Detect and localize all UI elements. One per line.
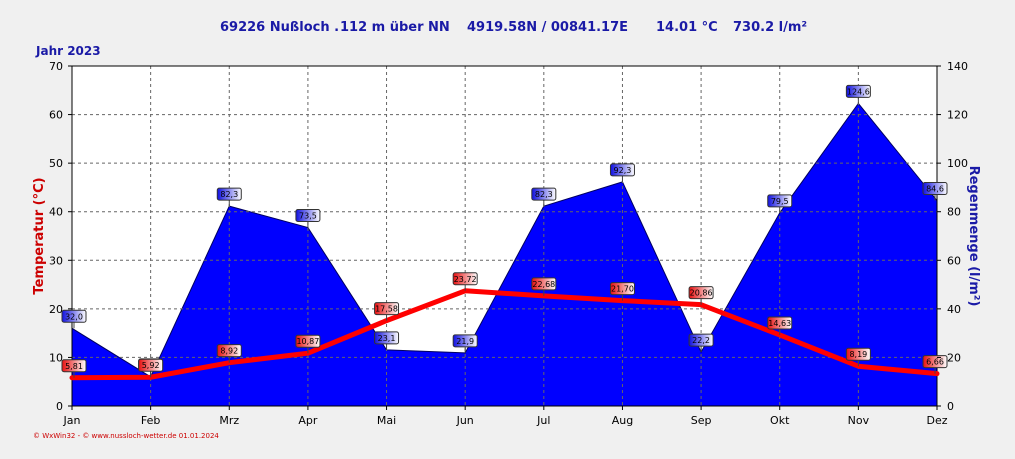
header-coordinates: 4919.58N / 00841.17E (467, 20, 629, 35)
rain-data-label-box (61, 309, 87, 323)
y2-tick-label: 0 (947, 400, 954, 413)
x-tick-label: Jan (63, 414, 81, 427)
temp-data-label: 20,86 (690, 289, 713, 298)
x-tick-label: Sep (691, 414, 712, 427)
y2-tick-label: 40 (947, 303, 961, 316)
y-tick-label: 10 (49, 351, 63, 364)
y-tick-label: 70 (49, 60, 63, 73)
y2-tick-label: 100 (947, 157, 968, 170)
temp-data-label: 8,92 (220, 347, 238, 356)
plot-frame (71, 65, 938, 407)
header-avg-temp: 14.01 °C (656, 20, 718, 35)
temp-data-label-box (767, 316, 793, 330)
rain-data-label-box (531, 187, 557, 201)
rain-data-label-box (922, 182, 948, 196)
y2-tick-label: 60 (947, 254, 961, 267)
y2-tick-label: 80 (947, 206, 961, 219)
rain-data-label-box (216, 187, 242, 201)
temp-data-label: 5,92 (142, 361, 160, 370)
y2-tick-label: 120 (947, 109, 968, 122)
temp-data-label-box (688, 286, 714, 300)
y-tick-label: 50 (49, 157, 63, 170)
x-tick-label: Feb (141, 414, 160, 427)
y-tick-label: 60 (49, 109, 63, 122)
y2-axis-label: Regenmenge (l/m²) (966, 166, 981, 307)
x-tick-label: Apr (298, 414, 318, 427)
rain-data-label: 82,3 (535, 190, 553, 199)
rain-data-label: 92,3 (614, 166, 632, 175)
temp-data-label-box (61, 359, 87, 373)
temp-data-label-box (922, 355, 948, 369)
rain-data-label-box (845, 84, 871, 98)
y-axis-label: Temperatur (°C) (32, 177, 47, 294)
x-tick-label: Jul (536, 414, 550, 427)
temp-data-label-box (845, 347, 871, 361)
x-tick-label: Mrz (219, 414, 239, 427)
x-tick-label: Mai (377, 414, 396, 427)
rain-data-label: 84,6 (926, 185, 944, 194)
temp-data-label: 17,58 (375, 305, 398, 314)
header-total-rain: 730.2 l/m² (733, 20, 808, 35)
footer-copyright: © WxWin32 - © www.nussloch-wetter.de 01.… (33, 432, 219, 440)
header-station: 69226 Nußloch . (220, 20, 340, 35)
y-tick-label: 20 (49, 303, 63, 316)
y2-tick-label: 20 (947, 351, 961, 364)
temp-data-label-box (609, 282, 635, 296)
x-tick-label: Jun (456, 414, 474, 427)
y-tick-label: 40 (49, 206, 63, 219)
temp-data-label-box (531, 277, 557, 291)
rain-data-label-box (767, 194, 793, 208)
rain-data-label-box (452, 334, 478, 348)
temp-data-label-box (138, 358, 164, 372)
y2-tick-label: 140 (947, 60, 968, 73)
rain-data-label: 22,2 (692, 336, 710, 345)
rain-data-label: 124,6 (847, 87, 870, 96)
header-elevation: 112 m über NN (340, 20, 450, 35)
y-tick-label: 0 (56, 400, 63, 413)
year-label: Jahr 2023 (36, 44, 101, 58)
temp-data-label-box (374, 302, 400, 316)
rain-data-label-box (609, 163, 635, 177)
temp-data-label: 10,87 (296, 337, 319, 346)
rain-data-label-box (688, 333, 714, 347)
rain-data-label: 73,5 (299, 212, 317, 221)
temp-data-label: 21,70 (611, 285, 634, 294)
x-tick-label: Nov (848, 414, 870, 427)
temp-data-label: 23,72 (454, 275, 477, 284)
temp-data-label: 14,63 (768, 319, 791, 328)
rain-data-label: 21,9 (456, 337, 474, 346)
rain-data-label: 82,3 (220, 190, 238, 199)
rain-data-label-box (374, 331, 400, 345)
temp-data-label-box (216, 344, 242, 358)
temp-data-label: 6,66 (926, 358, 944, 367)
x-tick-label: Okt (770, 414, 790, 427)
temp-data-label: 22,68 (532, 280, 555, 289)
temp-data-label-box (452, 272, 478, 286)
temp-data-label: 5,81 (65, 362, 83, 371)
x-tick-label: Aug (612, 414, 633, 427)
temp-data-label: 8,19 (849, 350, 867, 359)
temp-data-label-box (295, 334, 321, 348)
rain-data-label-box (295, 209, 321, 222)
x-tick-label: Dez (926, 414, 947, 427)
temperature-line (69, 288, 940, 381)
y-tick-label: 30 (49, 254, 63, 267)
rain-data-label: 79,5 (771, 197, 789, 206)
rain-data-label: 32,0 (65, 312, 83, 321)
rain-data-label: 23,1 (378, 334, 396, 343)
